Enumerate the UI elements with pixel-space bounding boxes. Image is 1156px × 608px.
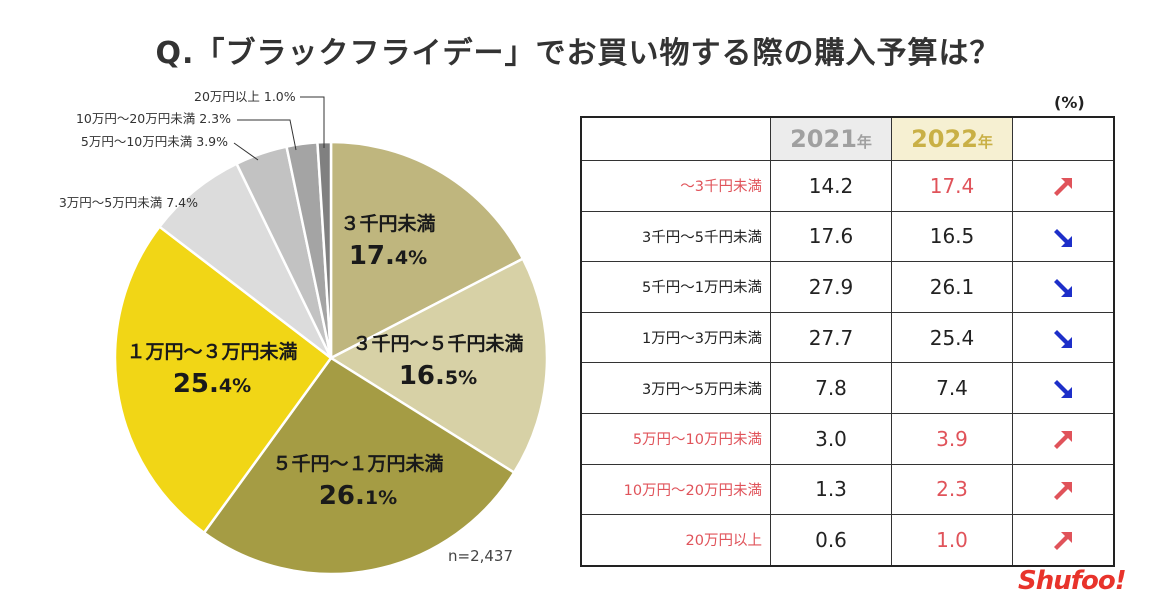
header-2022: 2022年: [891, 116, 1013, 161]
callout-leader-line: [233, 142, 259, 161]
table-row: 20万円以上 0.6 1.0: [580, 514, 1115, 567]
row-category: 20万円以上: [580, 514, 771, 567]
arrow-down-right-icon: [1052, 277, 1074, 299]
shufoo-logo: Shufoo!: [1018, 566, 1127, 596]
sample-size-note: n=2,437: [448, 547, 514, 565]
pie-slice: [157, 162, 333, 359]
pie-slice-callout-label: 20万円以上 1.0%: [194, 89, 296, 104]
header-2022-year: 2022: [911, 125, 978, 153]
value-2022: 26.1: [891, 261, 1013, 313]
pie-slice-label: ３千円未満: [340, 212, 435, 235]
trend-cell: [1012, 160, 1115, 212]
table-header-row: 2021年 2022年: [580, 116, 1115, 161]
pie-slice-percent: 26.1%: [319, 481, 397, 511]
row-category: 3千円～5千円未満: [580, 210, 771, 263]
header-2021-suffix: 年: [856, 133, 872, 151]
value-2021: 1.3: [770, 463, 892, 516]
arrow-down-right-icon: [1052, 378, 1074, 400]
callout-leader-line: [237, 119, 297, 151]
header-trend-cell: [1012, 116, 1115, 161]
unit-label: (%): [1054, 93, 1085, 112]
pie-slice-percent: 16.5%: [399, 361, 477, 391]
table-row: 3千円～5千円未満 17.6 16.5: [580, 210, 1115, 263]
callout-leader-line: [300, 96, 325, 148]
value-2022: 7.4: [891, 362, 1013, 414]
pie-chart: ３千円未満 17.4% ３千円～５千円未満 16.5% ５千円～１万円未満 26.1% １万…: [59, 89, 549, 576]
arrow-up-right-icon: [1052, 176, 1074, 198]
value-2022: 25.4: [891, 311, 1013, 364]
value-2021: 27.9: [770, 261, 892, 313]
pie-slice: [202, 356, 516, 576]
value-2022: 16.5: [891, 210, 1013, 263]
value-2021: 27.7: [770, 311, 892, 364]
value-2021: 14.2: [770, 160, 892, 212]
table-row: 5万円～10万円未満 3.0 3.9: [580, 412, 1115, 465]
table-row: 3万円～5万円未満 7.8 7.4: [580, 362, 1115, 414]
row-category: ～3千円未満: [580, 160, 771, 212]
trend-cell: [1012, 514, 1115, 567]
pie-slice-callout-label: 3万円～5万円未満 7.4%: [59, 195, 198, 210]
chart-title: Q.「ブラックフライデー」でお買い物する際の購入予算は？: [155, 36, 1001, 71]
trend-cell: [1012, 463, 1115, 516]
arrow-up-right-icon: [1052, 429, 1074, 451]
arrow-down-right-icon: [1052, 227, 1074, 249]
header-2021: 2021年: [770, 116, 892, 161]
table-row: 10万円～20万円未満 1.3 2.3: [580, 463, 1115, 516]
comparison-table: 2021年 2022年 ～3千円未満 14.2 17.4 3千円～5千円未満 17.6 1…: [580, 116, 1115, 567]
trend-cell: [1012, 362, 1115, 414]
row-category: 1万円～3万円未満: [580, 311, 771, 364]
trend-cell: [1012, 261, 1115, 313]
pie-slice: [329, 140, 525, 361]
value-2022: 3.9: [891, 412, 1013, 465]
pie-slice-label: １万円～３万円未満: [126, 340, 297, 363]
pie-slice: [113, 224, 333, 535]
arrow-down-right-icon: [1052, 328, 1074, 350]
trend-cell: [1012, 311, 1115, 364]
pie-slice: [328, 257, 549, 475]
header-2021-year: 2021: [790, 125, 857, 153]
trend-cell: [1012, 412, 1115, 465]
value-2021: 3.0: [770, 412, 892, 465]
value-2022: 1.0: [891, 514, 1013, 567]
header-2022-suffix: 年: [977, 133, 993, 151]
pie-slice-percent: 17.4%: [349, 241, 427, 271]
value-2021: 17.6: [770, 210, 892, 263]
trend-cell: [1012, 210, 1115, 263]
row-category: 3万円～5万円未満: [580, 362, 771, 414]
pie-slice-label: ３千円～５千円未満: [352, 332, 523, 355]
value-2022: 17.4: [891, 160, 1013, 212]
value-2021: 7.8: [770, 362, 892, 414]
row-category: 10万円～20万円未満: [580, 463, 771, 516]
pie-slice-percent: 25.4%: [173, 369, 251, 399]
row-category: 5万円～10万円未満: [580, 412, 771, 465]
table-row: ～3千円未満 14.2 17.4: [580, 160, 1115, 212]
value-2022: 2.3: [891, 463, 1013, 516]
pie-slice-label: ５千円～１万円未満: [272, 452, 443, 475]
arrow-up-right-icon: [1052, 530, 1074, 552]
table-row: 1万円～3万円未満 27.7 25.4: [580, 311, 1115, 364]
value-2021: 0.6: [770, 514, 892, 567]
arrow-up-right-icon: [1052, 480, 1074, 502]
pie-slice-callout-label: 5万円～10万円未満 3.9%: [81, 134, 228, 149]
row-category: 5千円～1万円未満: [580, 261, 771, 313]
header-empty-cell: [580, 116, 771, 161]
pie-slice-callout-label: 10万円～20万円未満 2.3%: [76, 111, 231, 126]
table-row: 5千円～1万円未満 27.9 26.1: [580, 261, 1115, 313]
